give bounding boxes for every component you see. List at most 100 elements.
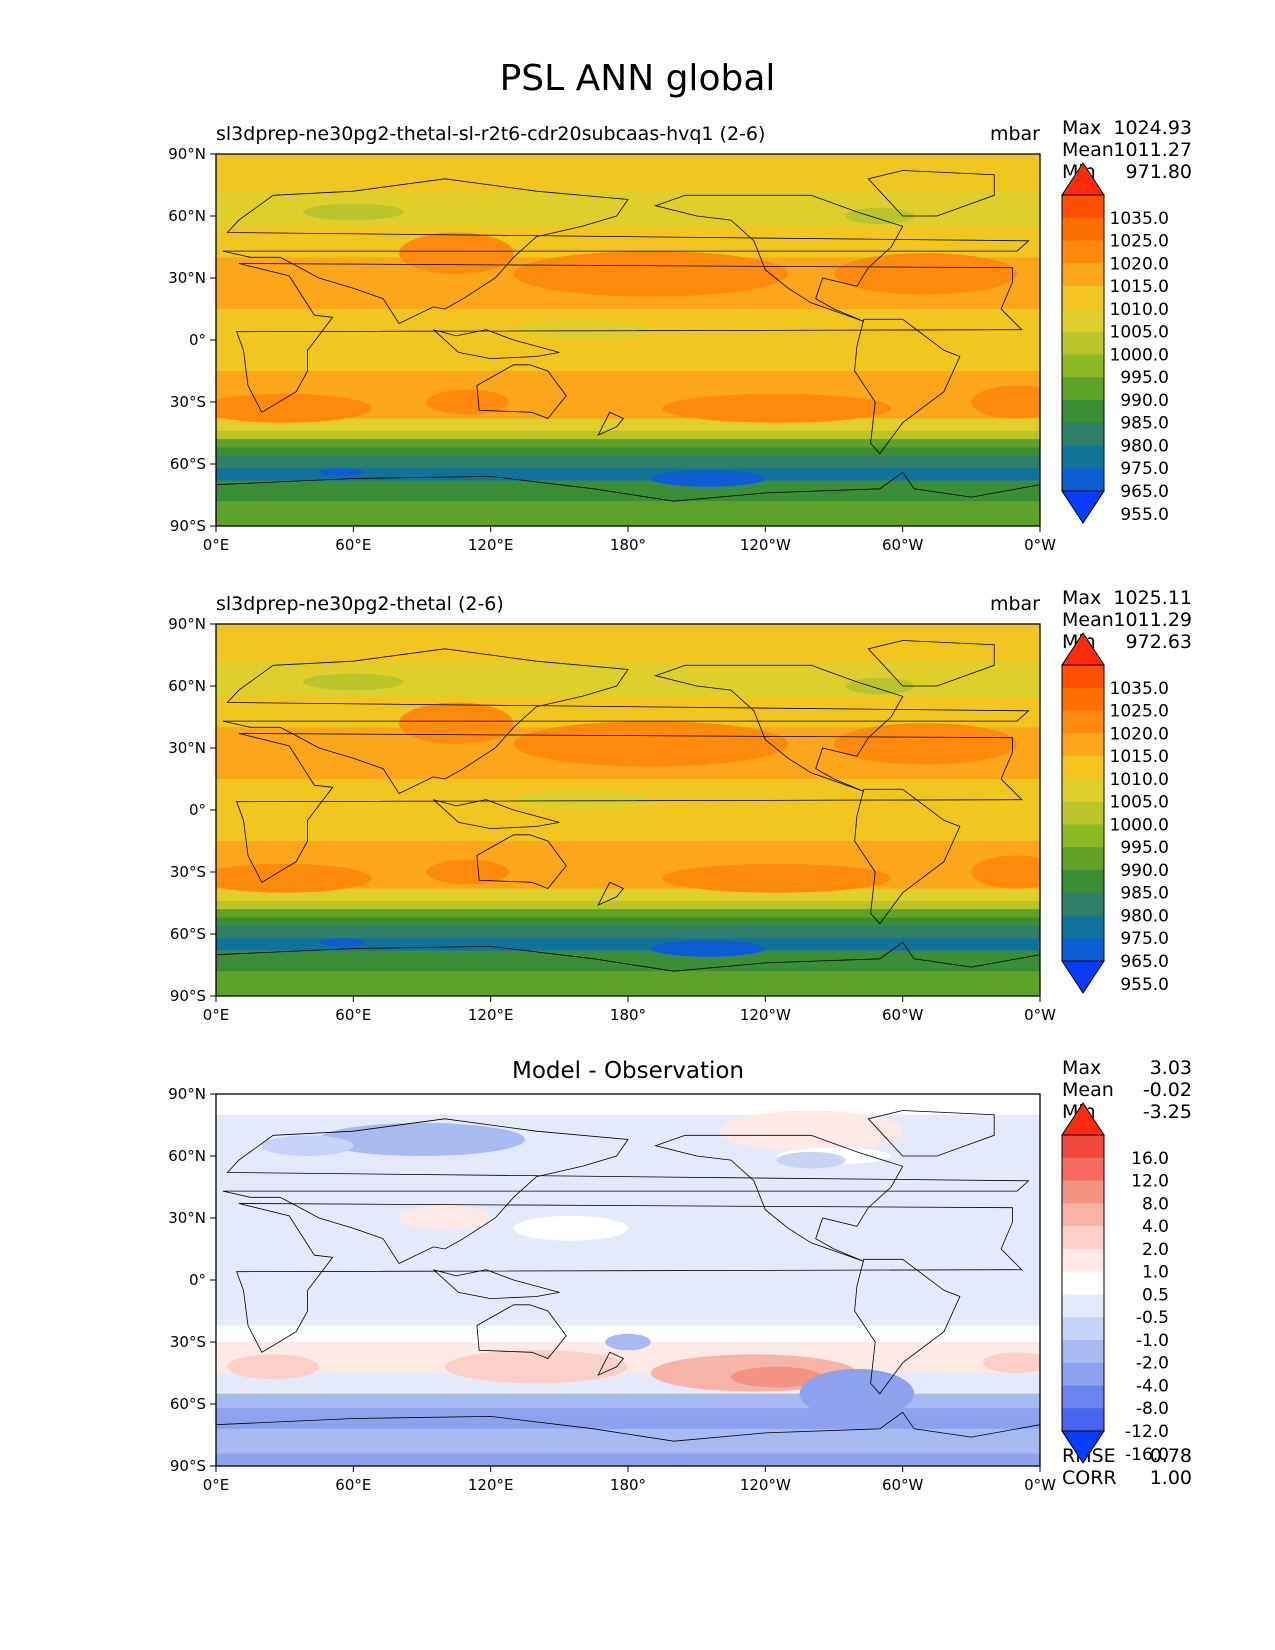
colorbar-swatch: [1062, 377, 1104, 401]
stat-value: 1.00: [1149, 1467, 1192, 1489]
field-blob: [319, 1122, 525, 1156]
colorbar-label: 1035.0: [1110, 679, 1169, 699]
map-figure: 0°E 60°E 120°E 180° 120°W 60°W 0°W 90°N 60°N 30°N…: [168, 145, 1169, 554]
colorbar-swatch: [1062, 308, 1104, 332]
y-tick-label: 30°N: [168, 739, 206, 757]
colorbar-swatch: [1062, 915, 1104, 939]
y-tick-label: 90°S: [170, 1457, 206, 1475]
x-tick-label: 60°E: [335, 1006, 371, 1024]
coastline-africa: [236, 263, 1023, 413]
stat-label: Mean: [1062, 139, 1114, 161]
y-tick-label: 90°N: [168, 145, 206, 163]
field-blob: [776, 1151, 846, 1169]
y-tick-label: 30°N: [168, 1209, 206, 1227]
field-blob: [319, 468, 365, 477]
colorbar-label: -2.0: [1136, 1354, 1169, 1374]
coastlines: [216, 170, 1040, 526]
x-tick-label: 0°E: [203, 1476, 230, 1494]
field-blob: [513, 721, 789, 767]
colorbar-swatch: [1062, 710, 1104, 734]
y-tick-label: 90°S: [170, 987, 206, 1005]
coastline-antarctica: [216, 1411, 1040, 1466]
panel-title: sl3dprep-ne30pg2-thetal-sl-r2t6-cdr20sub…: [216, 123, 766, 145]
colorbar-label: -4.0: [1136, 1376, 1169, 1396]
x-tick-label: 0°W: [1024, 536, 1056, 554]
coastline-indonesia: [433, 1269, 560, 1300]
stat-max: Max 3.03: [1062, 1057, 1192, 1079]
field-blob: [834, 723, 1018, 765]
stat-value: 1025.11: [1113, 587, 1192, 609]
coastline-antarctica: [216, 471, 1040, 526]
colorbar-swatch: [1062, 756, 1104, 780]
colorbar-swatch: [1062, 445, 1104, 469]
colorbar-swatch: [1062, 422, 1104, 446]
colorbar-label: 965.0: [1120, 952, 1169, 972]
colorbar-label: 1020.0: [1110, 724, 1169, 744]
map-figure: 0°E 60°E 120°E 180° 120°W 60°W 0°W 90°N 60°N 30°N…: [168, 1085, 1169, 1494]
field-band: [216, 925, 1040, 939]
colorbar-swatch: [1062, 331, 1104, 355]
coastline-eurasia: [222, 648, 1030, 795]
colorbar-frame: [1061, 1134, 1105, 1432]
coastline-australia: [476, 834, 567, 889]
coastline-greenland: [867, 170, 995, 217]
coastline-indonesia: [433, 329, 560, 360]
coastline-new-zealand: [597, 881, 625, 906]
stat-label: CORR: [1062, 1467, 1117, 1489]
colorbar-extend-top: [1061, 162, 1105, 196]
colorbar-frame: [1061, 664, 1105, 962]
colorbar-extend-top: [1061, 632, 1105, 666]
field-band: [216, 447, 1040, 457]
colorbar-label: 1000.0: [1110, 815, 1169, 835]
panel-model: sl3dprep-ne30pg2-thetal-sl-r2t6-cdr20sub…: [0, 110, 1275, 570]
colorbar-label: 8.0: [1142, 1194, 1169, 1214]
stat-value: 3.03: [1149, 1057, 1192, 1079]
field-blob: [227, 1354, 319, 1380]
field-blob: [399, 232, 514, 274]
field-blob: [216, 863, 372, 893]
colorbar-extend-top: [1061, 1102, 1105, 1136]
field-band: [216, 971, 1040, 996]
colorbar-swatch: [1062, 1362, 1104, 1386]
colorbar-label: 995.0: [1120, 368, 1169, 388]
coastline-australia: [476, 1304, 567, 1359]
y-tick-label: 30°S: [170, 863, 206, 881]
coastlines: [216, 640, 1040, 996]
field-band: [216, 1453, 1040, 1466]
colorbar-extend-bottom: [1061, 960, 1105, 994]
y-tick-label: 60°N: [168, 207, 206, 225]
y-tick-label: 60°N: [168, 1147, 206, 1165]
field-blob: [513, 319, 651, 340]
colorbar-swatch: [1062, 892, 1104, 916]
stat-max: Max 1025.11: [1062, 587, 1192, 609]
colorbar-label: -1.0: [1136, 1331, 1169, 1351]
colorbar-label: 1.0: [1142, 1263, 1169, 1283]
panel-units: mbar: [989, 123, 1040, 145]
panel-units: mbar: [989, 593, 1040, 615]
stat-value: -0.02: [1142, 1079, 1192, 1101]
stat-max: Max 1024.93: [1062, 117, 1192, 139]
field-band: [216, 841, 1040, 863]
stat-value: 972.63: [1125, 631, 1192, 653]
panel-title: Model - Observation: [511, 1058, 745, 1084]
colorbar: 16.0 12.08.0 4.0 2.0 1.00.5 -0.5 -1.0 -2.0-4.0 -…: [1061, 1102, 1169, 1465]
colorbar-label: 0.5: [1142, 1285, 1169, 1305]
x-tick-label: 60°E: [335, 536, 371, 554]
colorbar-label: 1025.0: [1110, 232, 1169, 252]
field-band: [216, 501, 1040, 526]
x-tick-label: 180°: [610, 1476, 646, 1494]
coastline-australia: [476, 364, 567, 419]
field-layer: [216, 154, 1040, 526]
colorbar-label: -12.0: [1125, 1422, 1169, 1442]
colorbar-label: 1035.0: [1110, 209, 1169, 229]
colorbar-label: 1015.0: [1110, 747, 1169, 767]
colorbar-swatch: [1062, 938, 1104, 962]
stat-label: Max: [1062, 117, 1102, 139]
coastline-eurasia: [222, 178, 1030, 325]
y-tick-label: 30°S: [170, 1333, 206, 1351]
x-tick-label: 120°E: [468, 1006, 514, 1024]
field-blob: [719, 1110, 903, 1152]
stat-value: 971.80: [1125, 161, 1192, 183]
coastline-greenland: [867, 1110, 995, 1157]
field-blob: [799, 1368, 915, 1419]
